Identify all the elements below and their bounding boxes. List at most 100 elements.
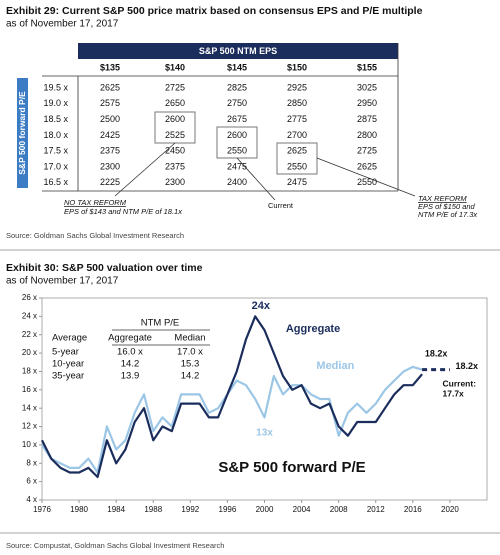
- annotation: 18.2x: [425, 348, 448, 358]
- cell: 2800: [357, 130, 377, 140]
- row-label: 16.5 x: [43, 177, 68, 187]
- y-tick-label: 24 x: [22, 311, 37, 320]
- y-tick-label: 6 x: [26, 477, 37, 486]
- annotation-heading: TAX REFORM: [418, 194, 467, 203]
- y-tick-label: 20 x: [22, 348, 37, 357]
- x-tick-label: 2008: [330, 505, 348, 514]
- cell: 2300: [165, 177, 185, 187]
- inset-column-header: Median: [174, 333, 205, 344]
- cell: 2525: [165, 130, 185, 140]
- y-tick-label: 26 x: [22, 293, 37, 302]
- cell: 2300: [100, 161, 120, 171]
- cell: 2575: [100, 98, 120, 108]
- inset-group-header: NTM P/E: [141, 318, 180, 329]
- exhibit-title: Exhibit 29: Current S&P 500 price matrix…: [6, 5, 423, 17]
- x-tick-label: 1996: [219, 505, 237, 514]
- table-header: S&P 500 NTM EPS: [199, 46, 277, 56]
- chart-subtitle: as of November 17, 2017: [6, 276, 119, 287]
- annotation: 24x: [252, 300, 271, 312]
- annotation: Current:: [443, 379, 477, 389]
- cell: 2825: [227, 82, 247, 92]
- cell: 2775: [287, 114, 307, 124]
- header-bar: [78, 43, 398, 59]
- row-label: 18.5 x: [43, 114, 68, 124]
- annotation: 18.2x: [455, 361, 478, 371]
- inset-cell: 16.0 x: [117, 347, 143, 358]
- inset-cell: 14.2: [181, 371, 200, 382]
- cell: 2600: [227, 130, 247, 140]
- x-tick-label: 2012: [367, 505, 385, 514]
- x-tick-label: 1976: [33, 505, 51, 514]
- cell: 2625: [100, 82, 120, 92]
- column-header: $135: [100, 62, 120, 72]
- inset-cell: 14.2: [121, 359, 140, 370]
- cell: 2725: [165, 82, 185, 92]
- annotation: EPS of $150 and: [418, 202, 476, 211]
- x-tick-label: 2004: [293, 505, 311, 514]
- cell: 2850: [287, 98, 307, 108]
- scenario-box: [276, 142, 318, 175]
- cell: 2700: [287, 130, 307, 140]
- row-axis-bar: [17, 78, 28, 188]
- x-tick-label: 2020: [441, 505, 459, 514]
- annotation: 17.7x: [443, 389, 465, 399]
- inset-cell: 15.3: [181, 359, 200, 370]
- cell: 2650: [165, 98, 185, 108]
- y-tick-label: 12 x: [22, 422, 37, 431]
- cell: 2425: [100, 130, 120, 140]
- source: Source: Compustat, Goldman Sachs Global …: [6, 541, 224, 550]
- x-tick-label: 2000: [256, 505, 274, 514]
- cell: 2225: [100, 177, 120, 187]
- cell: 2400: [227, 177, 247, 187]
- cell: 2875: [357, 114, 377, 124]
- arrow: [316, 157, 416, 197]
- y-tick-label: 16 x: [22, 385, 37, 394]
- inset-column-header: Average: [52, 333, 87, 344]
- inset-cell: 35-year: [52, 371, 84, 382]
- cell: 2550: [357, 177, 377, 187]
- series-line: [41, 365, 423, 474]
- y-tick-label: 8 x: [26, 458, 37, 467]
- column-header: $145: [227, 62, 247, 72]
- cell: 2750: [227, 98, 247, 108]
- column-header: $155: [357, 62, 377, 72]
- source: Source: Goldman Sachs Global Investment …: [6, 231, 184, 240]
- row-label: 19.5 x: [43, 82, 68, 92]
- row-axis-label: S&P 500 forward P/E: [17, 91, 27, 175]
- series-label: Median: [316, 360, 354, 372]
- cell: 2475: [227, 161, 247, 171]
- series-line: [41, 315, 423, 479]
- inset-cell: 17.0 x: [177, 347, 203, 358]
- y-tick-label: 18 x: [22, 367, 37, 376]
- cell: 2675: [227, 114, 247, 124]
- cell: 2950: [357, 98, 377, 108]
- row-label: 19.0 x: [43, 98, 68, 108]
- inset-cell: 13.9: [121, 371, 140, 382]
- cell: 2625: [287, 146, 307, 156]
- row-label: 17.5 x: [43, 146, 68, 156]
- cell: 2500: [100, 114, 120, 124]
- x-tick-label: 1988: [144, 505, 162, 514]
- x-tick-label: 2016: [404, 505, 422, 514]
- y-tick-label: 14 x: [22, 403, 37, 412]
- annotation: Current: [268, 201, 294, 210]
- cell: 2450: [165, 146, 185, 156]
- y-tick-label: 22 x: [22, 330, 37, 339]
- arrow: [114, 142, 176, 197]
- y-tick-label: 4 x: [26, 495, 37, 504]
- annotation: 13x: [256, 428, 273, 439]
- x-tick-label: 1980: [70, 505, 88, 514]
- row-label: 17.0 x: [43, 161, 68, 171]
- chart-title: Exhibit 30: S&P 500 valuation over time: [6, 262, 203, 274]
- annotation-heading: NO TAX REFORM: [64, 198, 127, 207]
- column-header: $140: [165, 62, 185, 72]
- cell: 2475: [287, 177, 307, 187]
- cell: 2375: [100, 146, 120, 156]
- x-tick-label: 1984: [107, 505, 125, 514]
- row-label: 18.0 x: [43, 130, 68, 140]
- cell: 2550: [227, 146, 247, 156]
- inset-column-header: Aggregate: [108, 333, 152, 344]
- x-tick-label: 1992: [181, 505, 199, 514]
- cell: 3025: [357, 82, 377, 92]
- arrow: [236, 157, 276, 201]
